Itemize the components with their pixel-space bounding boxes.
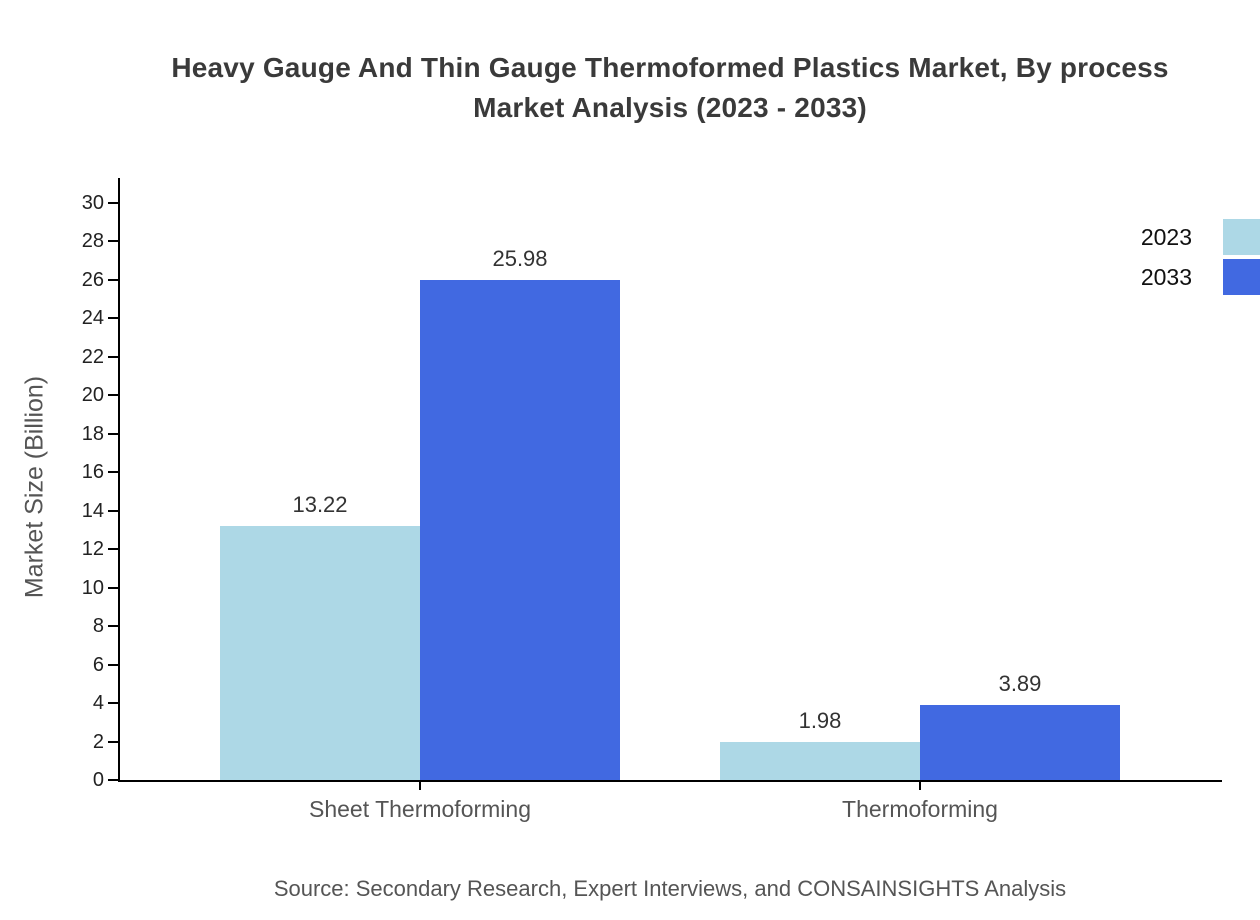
y-tick-label: 28 — [81, 230, 104, 253]
y-tick-label: 6 — [92, 653, 104, 676]
y-tick-mark — [108, 586, 118, 589]
value-label-2033-thermoforming: 3.89 — [998, 671, 1042, 697]
y-tick-label: 16 — [81, 461, 104, 484]
y-tick-mark — [108, 702, 118, 705]
legend-swatch-2023 — [1223, 219, 1260, 255]
legend-item-2033: 2033 — [0, 259, 1260, 295]
x-axis-line — [118, 780, 1222, 782]
y-tick-mark — [108, 471, 118, 474]
y-tick-mark — [108, 278, 118, 281]
value-label-2023-sheet-thermoforming: 13.22 — [292, 491, 348, 517]
category-tick-thermoforming — [919, 782, 921, 790]
y-tick-mark — [108, 625, 118, 628]
category-tick-sheet-thermoforming — [419, 782, 421, 790]
y-tick-mark — [108, 548, 118, 551]
y-tick-label: 30 — [81, 192, 104, 214]
y-tick-mark — [108, 202, 118, 204]
y-tick-mark — [108, 779, 118, 781]
legend-label-2023: 2023 — [1140, 224, 1192, 250]
bar-2023-thermoforming — [720, 741, 920, 780]
value-label-2033-sheet-thermoforming: 25.98 — [492, 246, 548, 272]
chart-title: Heavy Gauge And Thin Gauge Thermoformed … — [80, 48, 1260, 128]
y-tick-label: 10 — [81, 576, 104, 599]
category-label-thermoforming: Thermoforming — [842, 796, 998, 822]
y-tick-label: 20 — [81, 384, 104, 407]
y-tick-mark — [108, 509, 118, 512]
chart-title-line-1: Heavy Gauge And Thin Gauge Thermoformed … — [171, 52, 1169, 83]
category-label-sheet-thermoforming: Sheet Thermoforming — [308, 796, 531, 822]
y-tick-mark — [108, 432, 118, 435]
y-tick-label: 2 — [92, 730, 104, 753]
y-tick-mark — [108, 317, 118, 320]
y-tick-label: 18 — [81, 422, 104, 445]
y-tick-label: 26 — [81, 268, 104, 291]
y-tick-mark — [108, 394, 118, 397]
bar-2033-sheet-thermoforming — [420, 280, 620, 780]
y-tick-mark — [108, 240, 118, 243]
y-tick-label: 4 — [92, 692, 104, 715]
bar-2023-sheet-thermoforming — [220, 525, 420, 780]
y-axis-line — [118, 178, 120, 782]
y-tick-label: 24 — [81, 307, 104, 330]
y-tick-label: 14 — [81, 499, 104, 522]
legend-label-2033: 2033 — [1140, 264, 1192, 290]
value-label-2023-thermoforming: 1.98 — [798, 707, 842, 733]
legend-item-2023: 2023 — [0, 219, 1260, 255]
bar-2033-thermoforming — [920, 705, 1120, 780]
y-tick-label: 8 — [92, 615, 104, 638]
source-note: Source: Secondary Research, Expert Inter… — [273, 876, 1067, 901]
y-tick-label: 0 — [92, 769, 104, 791]
legend-swatch-2033 — [1223, 259, 1260, 295]
y-tick-mark — [108, 740, 118, 743]
y-tick-mark — [108, 355, 118, 358]
chart-title-line-2: Market Analysis (2023 - 2033) — [473, 92, 867, 123]
y-tick-label: 12 — [81, 538, 104, 561]
y-tick-label: 22 — [81, 345, 104, 368]
y-tick-mark — [108, 663, 118, 666]
y-axis-title: Market Size (Billion) — [20, 375, 49, 599]
